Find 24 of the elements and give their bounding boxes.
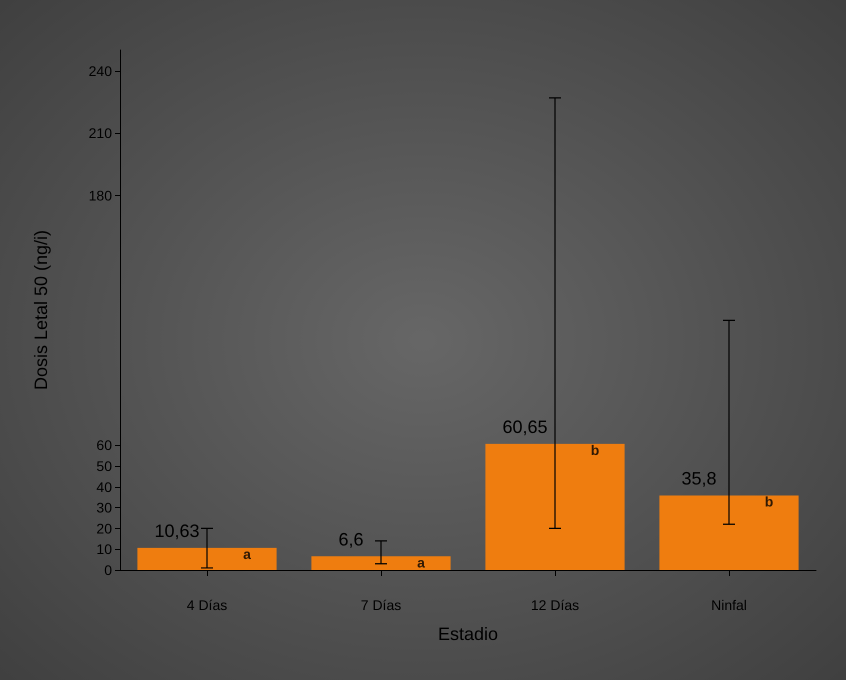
y-tick-label: 0 — [104, 562, 112, 578]
y-tick-label: 50 — [96, 458, 112, 474]
annotation: b — [590, 442, 600, 458]
data-label: 10,63 — [154, 520, 200, 541]
x-tick-label: 7 Días — [360, 597, 402, 613]
annotation: b — [764, 494, 774, 510]
data-label: 6,6 — [338, 529, 364, 550]
y-tick-label: 10 — [96, 541, 112, 558]
x-tick-label: 4 Días — [186, 597, 228, 613]
y-tick-label: 210 — [88, 125, 112, 142]
x-tick-label: 12 Días — [530, 597, 580, 613]
annotation: a — [417, 554, 426, 570]
y-tick-label: 40 — [96, 478, 112, 495]
y-tick-label: 240 — [88, 62, 112, 79]
data-label: 35,8 — [681, 468, 717, 489]
y-axis-title: Dosis Letal 50 (ng/i) — [31, 230, 51, 390]
x-tick-label: Ninfal — [711, 597, 747, 613]
y-tick-label: 30 — [96, 500, 112, 516]
data-label: 60,65 — [502, 416, 548, 437]
y-tick-label: 180 — [88, 188, 112, 204]
x-axis-title: Estadio — [438, 624, 498, 644]
annotation: a — [243, 546, 252, 562]
y-tick-label: 20 — [96, 520, 112, 536]
y-tick-label: 60 — [96, 437, 112, 454]
